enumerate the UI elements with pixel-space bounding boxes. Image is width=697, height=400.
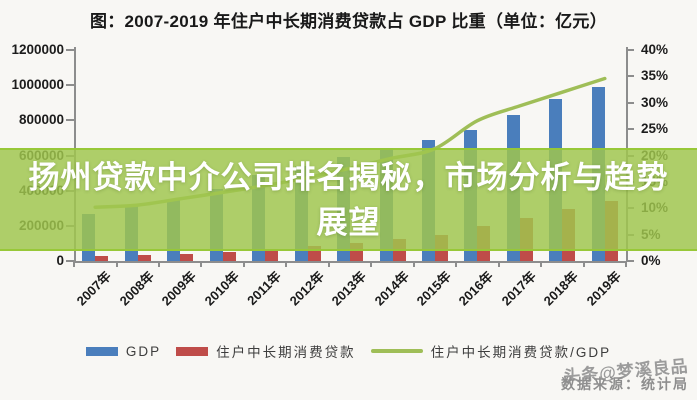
x-tick-mark [497,261,500,267]
loan-bar [137,255,151,261]
data-source: 数据来源：统计局 [561,376,689,392]
y-tick-mark-right [626,101,634,104]
x-axis-label: 2009年 [158,268,200,309]
y-tick-mark-right [626,260,634,262]
x-tick-mark [200,261,203,267]
y-tick-mark-left [66,49,74,51]
y-tick-label-right: 40% [641,42,669,57]
legend-label: 住户中长期消费贷款 [216,345,356,360]
loan-bar [222,251,236,261]
y-tick-label-left: 0 [56,253,64,268]
x-axis-label: 2013年 [328,268,369,309]
x-axis-label: 2019年 [583,268,624,309]
x-axis-label: 2010年 [201,268,242,309]
y-tick-label-right: 35% [641,68,669,84]
x-tick-mark [370,261,373,267]
x-tick-mark [412,261,415,267]
y-tick-mark-left [66,260,74,262]
legend-item-gdp: GDP [85,343,162,359]
x-axis-label: 2017年 [498,268,539,309]
y-tick-label-left: 1000000 [11,77,64,93]
x-tick-mark [157,261,160,267]
x-tick-mark [242,261,245,267]
banner-title: 扬州贷款中介公司排名揭秘，市场分析与趋势展望 [28,159,669,240]
x-axis-label: 2012年 [286,268,327,309]
y-tick-label-right: 25% [641,121,669,137]
legend-item-loans: 住户中长期消费贷款 [176,341,356,361]
y-tick-mark-left [66,84,74,87]
chart-title: 图：2007-2019 年住户中长期消费贷款占 GDP 比重（单位：亿元） [89,12,608,31]
legend-label: 住户中长期消费贷款/GDP [430,345,612,360]
y-tick-mark-right [626,128,634,131]
legend-line-swatch [370,349,423,353]
y-tick-label-left: 1200000 [11,42,64,57]
y-tick-label-left: 800000 [18,112,64,128]
legend-label: GDP [125,343,162,359]
y-tick-mark-right [626,49,634,51]
x-axis-label: 2016年 [456,268,497,309]
loan-bar [265,248,279,261]
x-axis-label: 2018年 [540,268,582,309]
x-axis-label: 2008年 [116,268,157,309]
x-tick-mark [73,261,75,267]
y-tick-mark-right [626,75,634,78]
chart-legend: GDP 住户中长期消费贷款 住户中长期消费贷款/GDP [0,341,697,361]
legend-bar-swatch [85,346,118,356]
x-tick-mark [455,261,458,267]
x-axis-line [74,261,627,263]
x-tick-mark [285,261,288,267]
x-axis-label: 2007年 [73,268,115,309]
overlay-banner: 扬州贷款中介公司排名揭秘，市场分析与趋势展望 [0,148,697,251]
x-tick-mark [582,261,585,267]
y-tick-label-right: 30% [641,94,669,110]
x-tick-mark [115,261,118,267]
y-tick-label-right: 0% [641,253,661,268]
x-axis-label: 2014年 [371,268,412,309]
x-tick-mark [625,261,627,267]
y-tick-mark-left [66,119,74,122]
loan-bar [95,256,109,261]
x-tick-mark [540,261,543,267]
x-axis-label: 2011年 [244,268,284,309]
loan-bar [180,253,194,261]
x-tick-mark [327,261,330,267]
legend-item-ratio: 住户中长期消费贷款/GDP [370,341,612,361]
legend-bar-swatch [176,346,209,356]
x-axis-label: 2015年 [413,268,454,309]
